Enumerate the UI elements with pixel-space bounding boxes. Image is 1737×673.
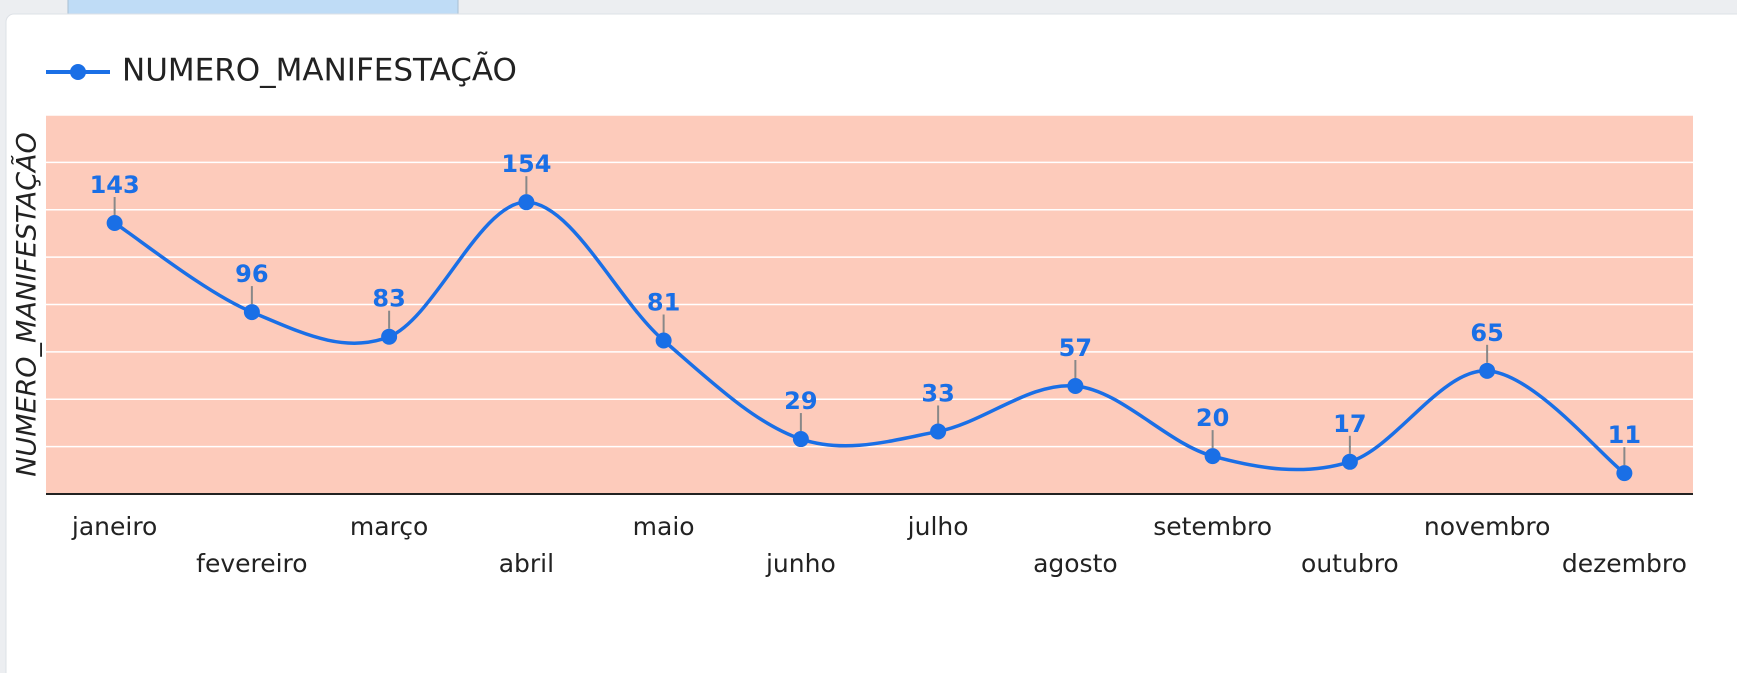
data-label: 29	[784, 387, 817, 415]
data-label: 83	[372, 285, 405, 313]
legend-dot	[70, 64, 86, 80]
x-tick-label: junho	[765, 549, 836, 578]
x-tick-label: janeiro	[71, 512, 157, 541]
data-label: 57	[1059, 334, 1092, 362]
x-tick-label: julho	[907, 512, 969, 541]
x-tick-label: abril	[499, 549, 554, 578]
point	[1204, 448, 1221, 465]
x-tick-label: outubro	[1301, 549, 1399, 578]
point	[1341, 453, 1358, 470]
point	[930, 423, 947, 440]
legend-label: NUMERO_MANIFESTAÇÃO	[122, 53, 517, 89]
x-tick-label: setembro	[1153, 512, 1272, 541]
y-axis-title: NUMERO_MANIFESTAÇÃO	[11, 132, 43, 477]
data-label: 11	[1608, 421, 1641, 449]
point	[518, 194, 535, 211]
data-label: 81	[647, 289, 680, 317]
data-label: 33	[921, 379, 954, 407]
data-label: 17	[1333, 410, 1366, 438]
data-label: 143	[90, 171, 140, 199]
x-tick-label: maio	[633, 512, 695, 541]
x-tick-label: dezembro	[1562, 549, 1687, 578]
x-tick-label: agosto	[1033, 549, 1118, 578]
x-tick-label: março	[350, 512, 428, 541]
point	[243, 304, 260, 321]
point	[655, 332, 672, 349]
data-label: 65	[1470, 319, 1503, 347]
point	[792, 431, 809, 448]
data-label: 20	[1196, 404, 1229, 432]
point	[381, 328, 398, 345]
point	[1067, 377, 1084, 394]
data-label: 96	[235, 260, 268, 288]
point	[1616, 465, 1633, 482]
data-label: 154	[501, 150, 551, 178]
point	[106, 215, 123, 232]
x-tick-label: fevereiro	[196, 549, 307, 578]
x-tick-label: novembro	[1424, 512, 1551, 541]
point	[1479, 362, 1496, 379]
